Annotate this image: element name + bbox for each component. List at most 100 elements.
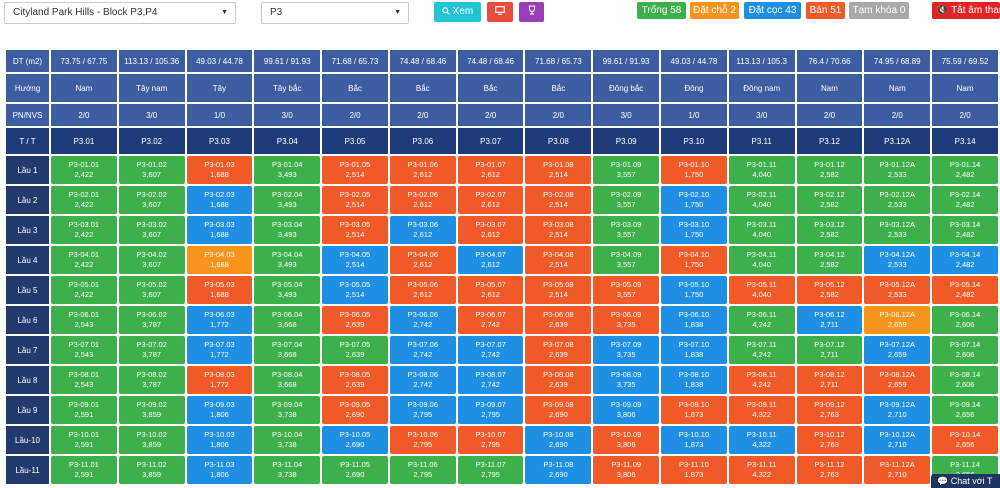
unit-cell[interactable]: P3-10.14 2,656 — [932, 426, 998, 454]
unit-cell[interactable]: P3-01.14 2,482 — [932, 156, 998, 184]
unit-cell[interactable]: P3-05.12A 2,533 — [864, 276, 931, 304]
unit-cell[interactable]: P3-11.11 4,322 — [728, 456, 795, 484]
unit-cell[interactable]: P3-03.08 2,514 — [525, 216, 592, 244]
unit-cell[interactable]: P3-06.12A 2,659 — [864, 306, 931, 334]
unit-cell[interactable]: P3-06.06 2,742 — [389, 306, 456, 334]
project-select[interactable]: Cityland Park Hills - Block P3,P4 ▼ — [4, 2, 236, 24]
unit-cell[interactable]: P3-09.09 3,806 — [593, 396, 660, 424]
unit-cell[interactable]: P3-08.03 1,772 — [186, 366, 253, 394]
unit-cell[interactable]: P3-01.12A 2,533 — [864, 156, 931, 184]
unit-cell[interactable]: P3-02.01 2,422 — [51, 186, 117, 214]
unit-cell[interactable]: P3-11.02 3,859 — [118, 456, 185, 484]
unit-cell[interactable]: P3-08.14 2,606 — [932, 366, 998, 394]
unit-cell[interactable]: P3-08.12 2,711 — [796, 366, 863, 394]
unit-cell[interactable]: P3-08.06 2,742 — [389, 366, 456, 394]
unit-cell[interactable]: P3-03.03 1,688 — [186, 216, 253, 244]
unit-cell[interactable]: P3-03.06 2,612 — [389, 216, 456, 244]
unit-cell[interactable]: P3-07.06 2,742 — [389, 336, 456, 364]
unit-cell[interactable]: P3-08.08 2,639 — [525, 366, 592, 394]
unit-cell[interactable]: P3-03.12 2,582 — [796, 216, 863, 244]
status-badge-sold[interactable]: Bán 51 — [806, 2, 845, 19]
unit-cell[interactable]: P3-01.06 2,612 — [389, 156, 456, 184]
unit-cell[interactable]: P3-02.03 1,688 — [186, 186, 253, 214]
unit-cell[interactable]: P3-05.07 2,612 — [457, 276, 524, 304]
unit-cell[interactable]: P3-09.05 2,690 — [322, 396, 388, 424]
unit-cell[interactable]: P3-04.03 1,688 — [186, 246, 253, 274]
unit-cell[interactable]: P3-04.12A 2,533 — [864, 246, 931, 274]
unit-cell[interactable]: P3-10.07 2,795 — [457, 426, 524, 454]
unit-cell[interactable]: P3-05.03 1,688 — [186, 276, 253, 304]
unit-cell[interactable]: P3-06.08 2,639 — [525, 306, 592, 334]
unit-cell[interactable]: P3-05.09 3,557 — [593, 276, 660, 304]
unit-cell[interactable]: P3-08.02 3,787 — [118, 366, 185, 394]
unit-cell[interactable]: P3-08.07 2,742 — [457, 366, 524, 394]
unit-cell[interactable]: P3-08.12A 2,659 — [864, 366, 931, 394]
screen-button[interactable] — [487, 2, 513, 22]
unit-cell[interactable]: P3-09.02 3,859 — [118, 396, 185, 424]
unit-cell[interactable]: P3-04.10 1,750 — [661, 246, 727, 274]
unit-cell[interactable]: P3-04.05 2,514 — [322, 246, 388, 274]
unit-cell[interactable]: P3-11.12 2,763 — [796, 456, 863, 484]
unit-cell[interactable]: P3-04.01 2,422 — [51, 246, 117, 274]
status-badge-deposit[interactable]: Đặt cọc 43 — [744, 2, 801, 19]
unit-cell[interactable]: P3-08.10 1,838 — [661, 366, 727, 394]
unit-cell[interactable]: P3-02.12 2,582 — [796, 186, 863, 214]
unit-cell[interactable]: P3-07.09 3,735 — [593, 336, 660, 364]
unit-cell[interactable]: P3-07.12A 2,659 — [864, 336, 931, 364]
unit-cell[interactable]: P3-10.12 2,763 — [796, 426, 863, 454]
unit-cell[interactable]: P3-04.07 2,612 — [457, 246, 524, 274]
unit-cell[interactable]: P3-03.04 3,493 — [254, 216, 321, 244]
unit-cell[interactable]: P3-03.11 4,040 — [728, 216, 795, 244]
unit-cell[interactable]: P3-06.07 2,742 — [457, 306, 524, 334]
unit-cell[interactable]: P3-09.06 2,795 — [389, 396, 456, 424]
unit-cell[interactable]: P3-09.12A 2,710 — [864, 396, 931, 424]
unit-cell[interactable]: P3-11.08 2,690 — [525, 456, 592, 484]
unit-cell[interactable]: P3-08.11 4,242 — [728, 366, 795, 394]
unit-cell[interactable]: P3-03.10 1,750 — [661, 216, 727, 244]
unit-cell[interactable]: P3-07.03 1,772 — [186, 336, 253, 364]
unit-cell[interactable]: P3-01.03 1,688 — [186, 156, 253, 184]
unit-cell[interactable]: P3-02.07 2,612 — [457, 186, 524, 214]
unit-cell[interactable]: P3-06.14 2,606 — [932, 306, 998, 334]
unit-cell[interactable]: P3-07.04 3,668 — [254, 336, 321, 364]
unit-cell[interactable]: P3-01.01 2,422 — [51, 156, 117, 184]
unit-cell[interactable]: P3-01.11 4,040 — [728, 156, 795, 184]
unit-cell[interactable]: P3-05.14 2,482 — [932, 276, 998, 304]
unit-cell[interactable]: P3-05.12 2,582 — [796, 276, 863, 304]
unit-cell[interactable]: P3-06.04 3,668 — [254, 306, 321, 334]
unit-cell[interactable]: P3-02.04 3,493 — [254, 186, 321, 214]
unit-cell[interactable]: P3-05.10 1,750 — [661, 276, 727, 304]
unit-cell[interactable]: P3-10.06 2,795 — [389, 426, 456, 454]
unit-cell[interactable]: P3-07.08 2,639 — [525, 336, 592, 364]
unit-cell[interactable]: P3-01.08 2,514 — [525, 156, 592, 184]
unit-cell[interactable]: P3-08.09 3,735 — [593, 366, 660, 394]
unit-cell[interactable]: P3-11.06 2,795 — [389, 456, 456, 484]
unit-cell[interactable]: P3-04.12 2,582 — [796, 246, 863, 274]
unit-cell[interactable]: P3-04.14 2,482 — [932, 246, 998, 274]
unit-cell[interactable]: P3-03.07 2,612 — [457, 216, 524, 244]
unit-cell[interactable]: P3-09.10 1,873 — [661, 396, 727, 424]
unit-cell[interactable]: P3-06.12 2,711 — [796, 306, 863, 334]
unit-cell[interactable]: P3-10.02 3,859 — [118, 426, 185, 454]
unit-cell[interactable]: P3-10.08 2,690 — [525, 426, 592, 454]
unit-cell[interactable]: P3-01.04 3,493 — [254, 156, 321, 184]
trophy-button[interactable] — [519, 2, 544, 22]
unit-cell[interactable]: P3-06.05 2,639 — [322, 306, 388, 334]
unit-cell[interactable]: P3-06.09 3,735 — [593, 306, 660, 334]
unit-cell[interactable]: P3-04.08 2,514 — [525, 246, 592, 274]
unit-cell[interactable]: P3-04.11 4,040 — [728, 246, 795, 274]
unit-cell[interactable]: P3-02.02 3,607 — [118, 186, 185, 214]
unit-cell[interactable]: P3-09.01 2,591 — [51, 396, 117, 424]
unit-cell[interactable]: P3-05.05 2,514 — [322, 276, 388, 304]
unit-cell[interactable]: P3-04.02 3,607 — [118, 246, 185, 274]
unit-cell[interactable]: P3-02.10 1,750 — [661, 186, 727, 214]
unit-cell[interactable]: P3-05.04 3,493 — [254, 276, 321, 304]
unit-cell[interactable]: P3-05.08 2,514 — [525, 276, 592, 304]
unit-cell[interactable]: P3-07.01 2,543 — [51, 336, 117, 364]
unit-cell[interactable]: P3-02.08 2,514 — [525, 186, 592, 214]
unit-cell[interactable]: P3-11.07 2,795 — [457, 456, 524, 484]
view-button[interactable]: Xem — [434, 2, 481, 22]
unit-cell[interactable]: P3-01.12 2,582 — [796, 156, 863, 184]
unit-cell[interactable]: P3-11.04 3,738 — [254, 456, 321, 484]
mute-sound-button[interactable]: 🔇 Tắt âm thanh — [932, 2, 1000, 19]
